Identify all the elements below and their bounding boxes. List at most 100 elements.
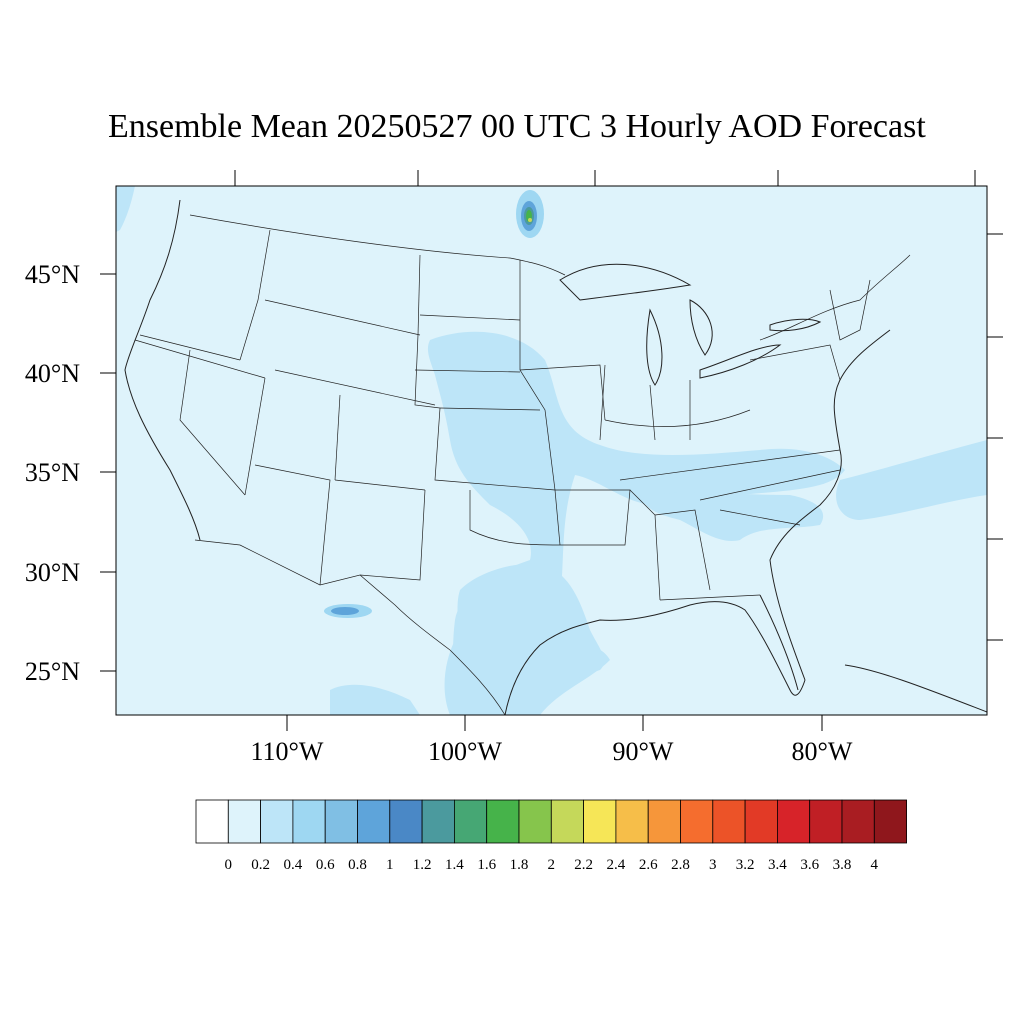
pa-ny: [749, 344, 841, 381]
colorbar-swatch: [453, 799, 488, 844]
ne-ks: [439, 407, 541, 411]
wy-ne: [414, 334, 441, 409]
colorbar-swatch: [486, 799, 520, 844]
mexico-south-aod: [330, 684, 420, 715]
boundaries: [124, 199, 987, 715]
west-coast: [124, 199, 201, 541]
or-ca-nv: [134, 339, 266, 379]
mt-south: [264, 299, 421, 336]
colorbar-swatch: [421, 799, 455, 844]
colorbar-swatch: [324, 799, 358, 844]
lat-label-35: 35°N: [25, 458, 80, 487]
colorbar-tick-label: 2.8: [671, 857, 690, 873]
tn-ky: [619, 449, 841, 481]
canada-plume-peak: [528, 218, 532, 222]
canada-border-east: [759, 254, 911, 341]
texas-aod: [444, 563, 605, 715]
lat-label-45: 45°N: [25, 260, 80, 289]
lon-label-90w: 90°W: [613, 737, 674, 766]
lake-huron: [689, 299, 713, 356]
colorbar-tick-label: 1.6: [477, 857, 496, 873]
colorbar-swatch: [550, 799, 584, 844]
ga-fl: [659, 594, 761, 601]
nv-east: [244, 377, 266, 496]
nd-sd: [419, 314, 521, 321]
colorbar-swatch: [357, 799, 391, 844]
map-frame: [115, 185, 988, 716]
colorbar-swatch: [260, 799, 294, 844]
colorbar-tick-label: 0.2: [251, 857, 270, 873]
florida: [759, 594, 799, 691]
lat-label-30: 30°N: [25, 558, 80, 587]
colorbar-swatch: [195, 799, 229, 844]
colorbar-swatch: [647, 799, 681, 844]
atlantic-aod: [836, 440, 987, 520]
ok-tx: [469, 490, 561, 546]
map-panel: 45°N 40°N 35°N 30°N 25°N 110°W 100°W 90°…: [25, 170, 1003, 766]
map-ticks: [100, 170, 1003, 731]
lon-label-100w: 100°W: [428, 737, 502, 766]
id-west: [239, 229, 271, 361]
colorbar-tick-label: 0: [225, 857, 233, 873]
lon-label-110w: 110°W: [251, 737, 324, 766]
colorbar-tick-label: 3.8: [833, 857, 852, 873]
map-title: Ensemble Mean 20250527 00 UTC 3 Hourly A…: [108, 108, 926, 145]
colorbar-tick-label: 2.4: [607, 857, 626, 873]
colorbar-tick-label: 3.4: [768, 857, 787, 873]
colorbar-tick-label: 1: [386, 857, 394, 873]
sd-ne: [414, 369, 521, 373]
atlantic-coast: [769, 329, 891, 681]
lat-label-40: 40°N: [25, 359, 80, 388]
colorbar-swatch: [292, 799, 326, 844]
ne-states: [829, 279, 871, 341]
colorbar-swatch: [615, 799, 649, 844]
mexico-border: [194, 539, 506, 715]
colorbar-tick-label: 1.2: [413, 857, 432, 873]
colorbar-swatch: [680, 799, 714, 844]
al-ga: [654, 509, 711, 591]
colorbar-swatch: [583, 799, 617, 844]
wy-ut: [274, 369, 436, 406]
colorbar-swatch: [873, 799, 907, 844]
lake-ontario: [769, 318, 822, 332]
nv-ca: [179, 349, 246, 496]
colorbar-tick-label: 2: [548, 857, 556, 873]
ut-co: [334, 394, 341, 481]
colorbar-tick-label: 0.8: [348, 857, 367, 873]
colorbar-labels: 0 0.2 0.4 0.6 0.8 1 1.2 1.4 1.6 1.8 2 2.2 2.4 2.6 2.8 3…: [225, 857, 879, 873]
colorbar: [195, 799, 907, 844]
mn-east: [519, 260, 561, 546]
colorbar-tick-label: 0.6: [316, 857, 335, 873]
lake-erie: [699, 344, 782, 379]
colorbar-tick-label: 3.6: [800, 857, 819, 873]
lat-labels: 45°N 40°N 35°N 30°N 25°N: [25, 260, 80, 686]
colorbar-tick-label: 2.2: [574, 857, 593, 873]
ks-ok: [434, 407, 556, 491]
ia-mo: [519, 364, 606, 421]
va-nc: [699, 469, 841, 501]
colorbar-swatch: [777, 799, 811, 844]
canada-border: [189, 214, 566, 276]
cuba: [844, 664, 987, 713]
ar-la: [555, 489, 631, 546]
il-in: [599, 364, 606, 441]
lat-label-25: 25°N: [25, 657, 80, 686]
colorbar-tick-label: 0.4: [284, 857, 303, 873]
in-oh: [649, 384, 656, 441]
nm-tx: [359, 489, 426, 581]
colorbar-swatch: [389, 799, 423, 844]
colorbar-tick-label: 3: [709, 857, 717, 873]
az-nm: [254, 464, 331, 586]
aod-fields: [116, 186, 987, 715]
colorbar-tick-label: 2.6: [639, 857, 658, 873]
wa-or: [139, 334, 241, 361]
southeast-aod: [640, 492, 824, 541]
colorbar-swatch: [841, 799, 875, 844]
colorbar-swatch: [744, 799, 778, 844]
co-nm: [334, 479, 426, 491]
colorbar-swatch: [518, 799, 552, 844]
colorbar-tick-label: 1.4: [445, 857, 464, 873]
pacific-aod: [116, 186, 135, 232]
colorbar-swatch: [712, 799, 746, 844]
